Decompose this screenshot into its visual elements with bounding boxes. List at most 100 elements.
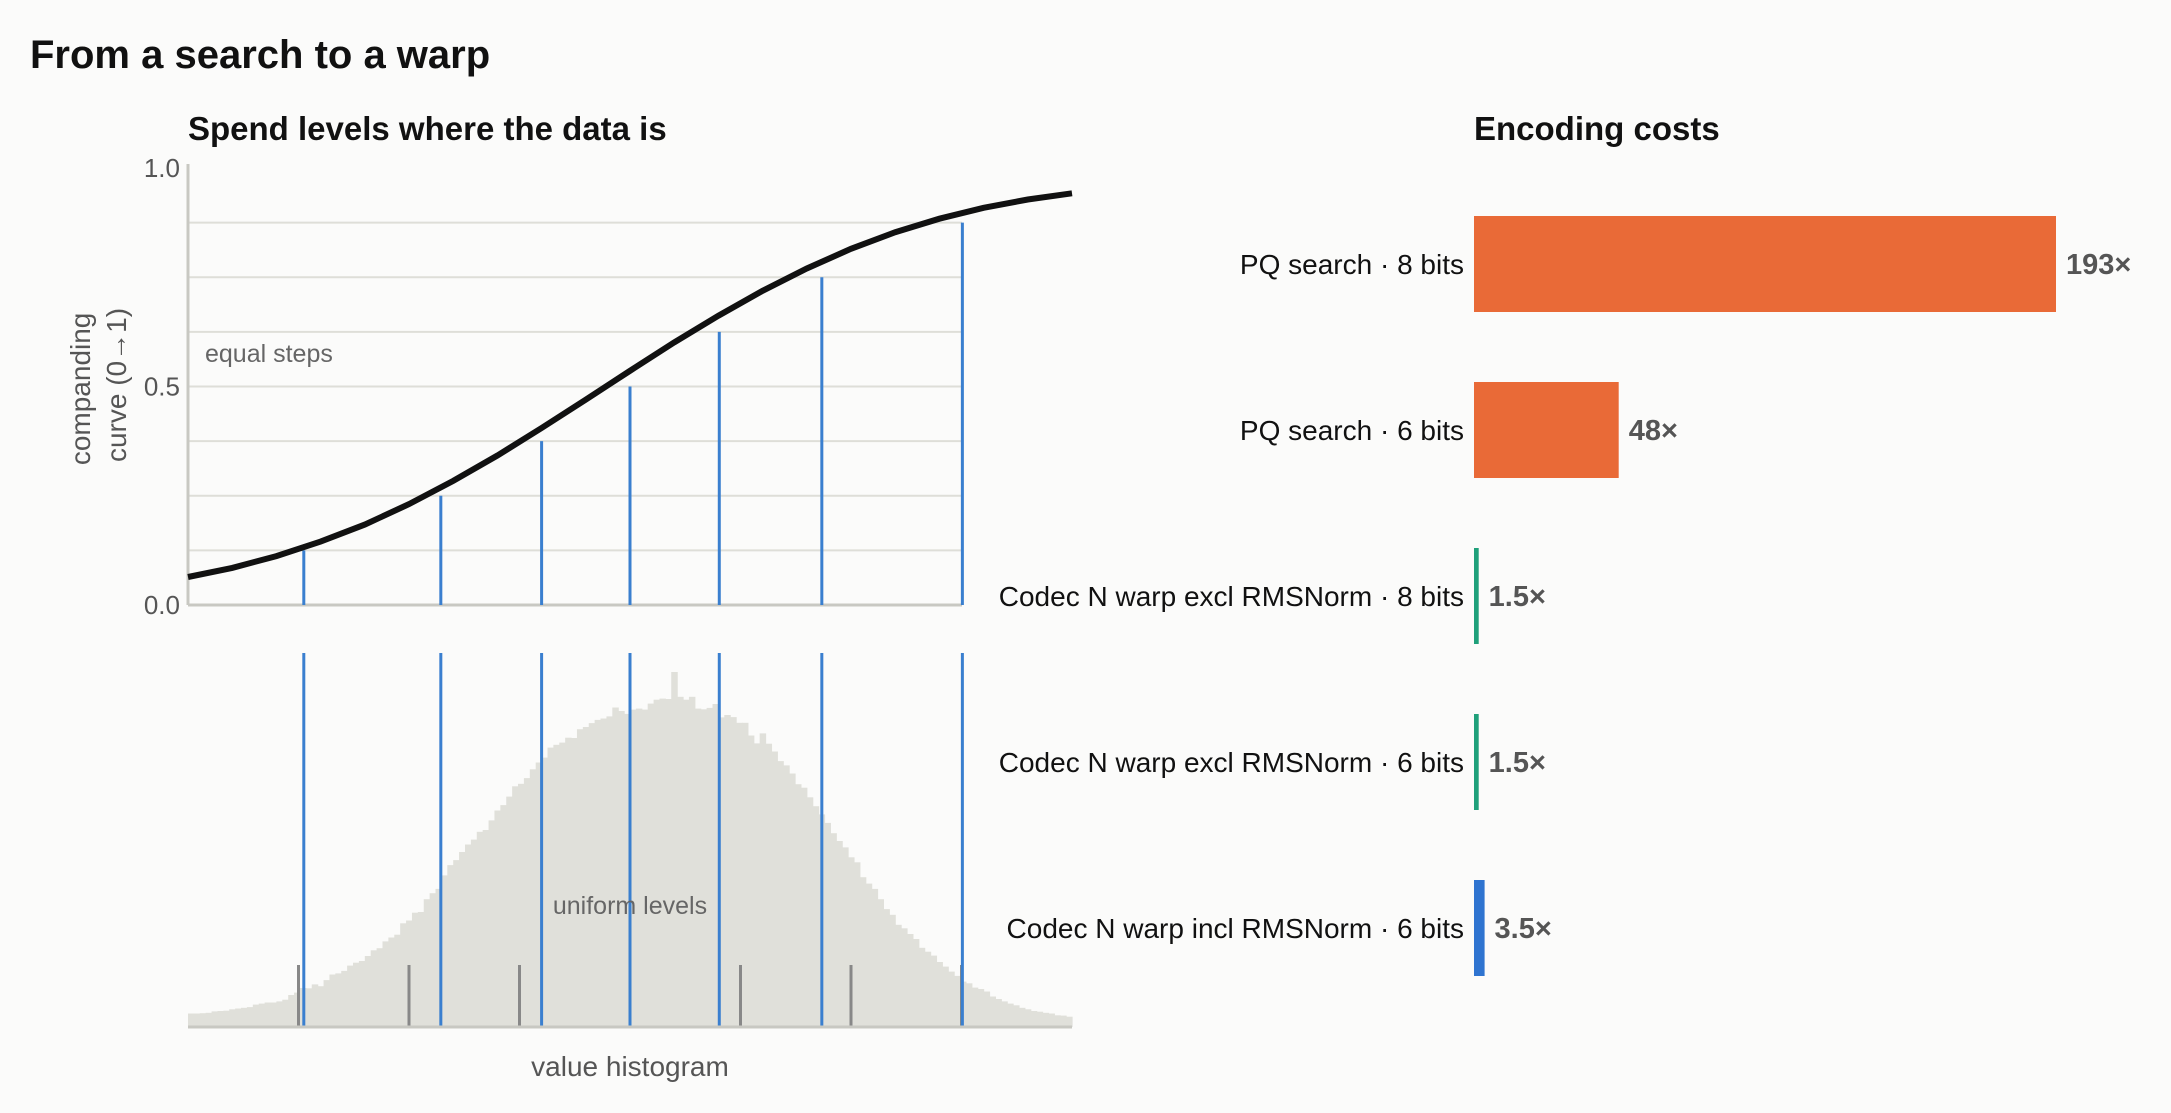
- histogram-bar: [789, 773, 796, 1027]
- histogram-bar: [323, 980, 331, 1027]
- histogram-bar: [718, 717, 725, 1027]
- histogram-bar: [364, 956, 372, 1027]
- histogram-bar: [400, 923, 407, 1027]
- histogram-bar: [376, 948, 384, 1027]
- histogram-bar: [305, 988, 313, 1027]
- cost-bar-value-1: 48×: [1629, 415, 1678, 447]
- histogram-bar: [1024, 1009, 1032, 1028]
- histogram-bar: [706, 707, 714, 1027]
- histogram-bar: [853, 862, 861, 1027]
- histogram-bar: [677, 696, 684, 1027]
- histogram-bar: [476, 831, 484, 1028]
- histogram-bar: [464, 844, 472, 1027]
- uniform-levels-annotation: uniform levels: [553, 892, 707, 920]
- cost-bar-label-3: Codec N warp excl RMSNorm · 6 bits: [999, 747, 1464, 778]
- histogram-bar: [276, 1001, 283, 1027]
- cost-bar-value-2: 1.5×: [1489, 581, 1546, 613]
- histogram-bar: [753, 743, 761, 1027]
- histogram-bar: [630, 709, 637, 1027]
- histogram-bar: [382, 941, 389, 1027]
- histogram-bar: [594, 719, 602, 1027]
- histogram-bar: [694, 708, 702, 1027]
- histogram-bar: [252, 1004, 260, 1027]
- cost-bar-2: [1474, 548, 1479, 644]
- histogram-bar: [335, 973, 342, 1027]
- histogram-bar: [653, 699, 661, 1027]
- histogram-bar: [417, 912, 425, 1027]
- histogram-bar: [918, 947, 926, 1027]
- histogram-bar: [989, 996, 996, 1027]
- histogram-bar: [582, 727, 590, 1027]
- curve-gridlines: [188, 221, 962, 552]
- histogram-bar: [895, 924, 902, 1027]
- histogram-bar: [217, 1011, 224, 1027]
- histogram-bar: [877, 899, 885, 1027]
- histogram-bar: [1066, 1016, 1073, 1027]
- encoding-costs-panel: Encoding costs PQ search · 8 bits 193×PQ …: [999, 110, 2131, 976]
- y-tick-label-0: 0.0: [144, 590, 180, 620]
- figure-title: From a search to a warp: [30, 33, 490, 77]
- cost-bar-label-4: Codec N warp incl RMSNorm · 6 bits: [1007, 913, 1464, 944]
- histogram-bar: [730, 717, 737, 1027]
- histogram-bar: [665, 699, 672, 1027]
- histogram-bar: [435, 888, 443, 1027]
- histogram-bar: [506, 796, 513, 1027]
- histogram-bar: [848, 857, 855, 1027]
- histogram-bar: [1036, 1011, 1044, 1027]
- histogram-bar: [553, 744, 560, 1027]
- cost-bar-label-1: PQ search · 6 bits: [1240, 415, 1464, 446]
- histogram-bar: [871, 888, 879, 1027]
- companding-curve-panel: Spend levels where the data is 0.0 0.5 1.0…: [65, 110, 1073, 620]
- histogram-bar: [635, 708, 643, 1027]
- histogram-bar: [576, 729, 584, 1027]
- histogram-bar: [600, 718, 608, 1027]
- histogram-bar: [612, 707, 619, 1027]
- histogram-x-axis-label: value histogram: [531, 1051, 729, 1082]
- companding-curve-line: [187, 190, 1073, 580]
- histogram-bar: [747, 735, 755, 1027]
- histogram-bar: [736, 722, 743, 1027]
- histogram-bar: [494, 810, 501, 1027]
- curve-y-axis-label-line-1: companding: [65, 313, 96, 466]
- histogram-bar: [824, 822, 831, 1027]
- histogram-bar: [246, 1007, 254, 1027]
- histogram-bar: [447, 865, 454, 1027]
- histogram-bar: [954, 975, 961, 1027]
- histogram-bar: [1007, 1003, 1014, 1027]
- curve-y-axis-label: companding curve (0→1): [65, 305, 132, 465]
- histogram-bar: [205, 1012, 213, 1027]
- cost-bar-label-2: Codec N warp excl RMSNorm · 8 bits: [999, 581, 1464, 612]
- histogram-bar: [188, 1013, 195, 1027]
- histogram-bar: [842, 847, 849, 1027]
- histogram-bar: [906, 934, 914, 1027]
- histogram-bar: [311, 984, 319, 1027]
- histogram-bar: [482, 830, 490, 1027]
- curve-y-ticks: 0.0 0.5 1.0: [144, 153, 180, 620]
- histogram-bar: [759, 733, 767, 1027]
- histogram-bar: [441, 875, 448, 1027]
- curve-panel-title: Spend levels where the data is: [188, 110, 667, 147]
- histogram-bar: [199, 1013, 207, 1027]
- histogram-bar: [347, 965, 354, 1027]
- histogram-bar: [1042, 1012, 1050, 1027]
- histogram-bar: [700, 709, 708, 1027]
- histogram-bar: [688, 696, 696, 1027]
- histogram-bar: [1060, 1015, 1067, 1027]
- histogram-bar: [647, 703, 655, 1027]
- histogram-bar: [983, 991, 991, 1027]
- histogram-bar: [459, 852, 466, 1027]
- histogram-bar: [370, 950, 378, 1027]
- histogram-bar: [588, 723, 596, 1027]
- histogram-bar: [783, 765, 790, 1027]
- histogram-bar: [282, 999, 289, 1027]
- histogram-bar: [624, 713, 631, 1027]
- companded-level-lines: [302, 653, 964, 1027]
- histogram-bar: [1018, 1007, 1026, 1027]
- histogram-panel: uniform levels value histogram: [188, 653, 1073, 1082]
- histogram-bar: [971, 987, 979, 1027]
- histogram-bar: [317, 986, 325, 1027]
- curve-axes: [186, 164, 962, 607]
- histogram-bar: [523, 778, 531, 1027]
- histogram-bar: [1054, 1015, 1061, 1027]
- histogram-bar: [942, 966, 949, 1027]
